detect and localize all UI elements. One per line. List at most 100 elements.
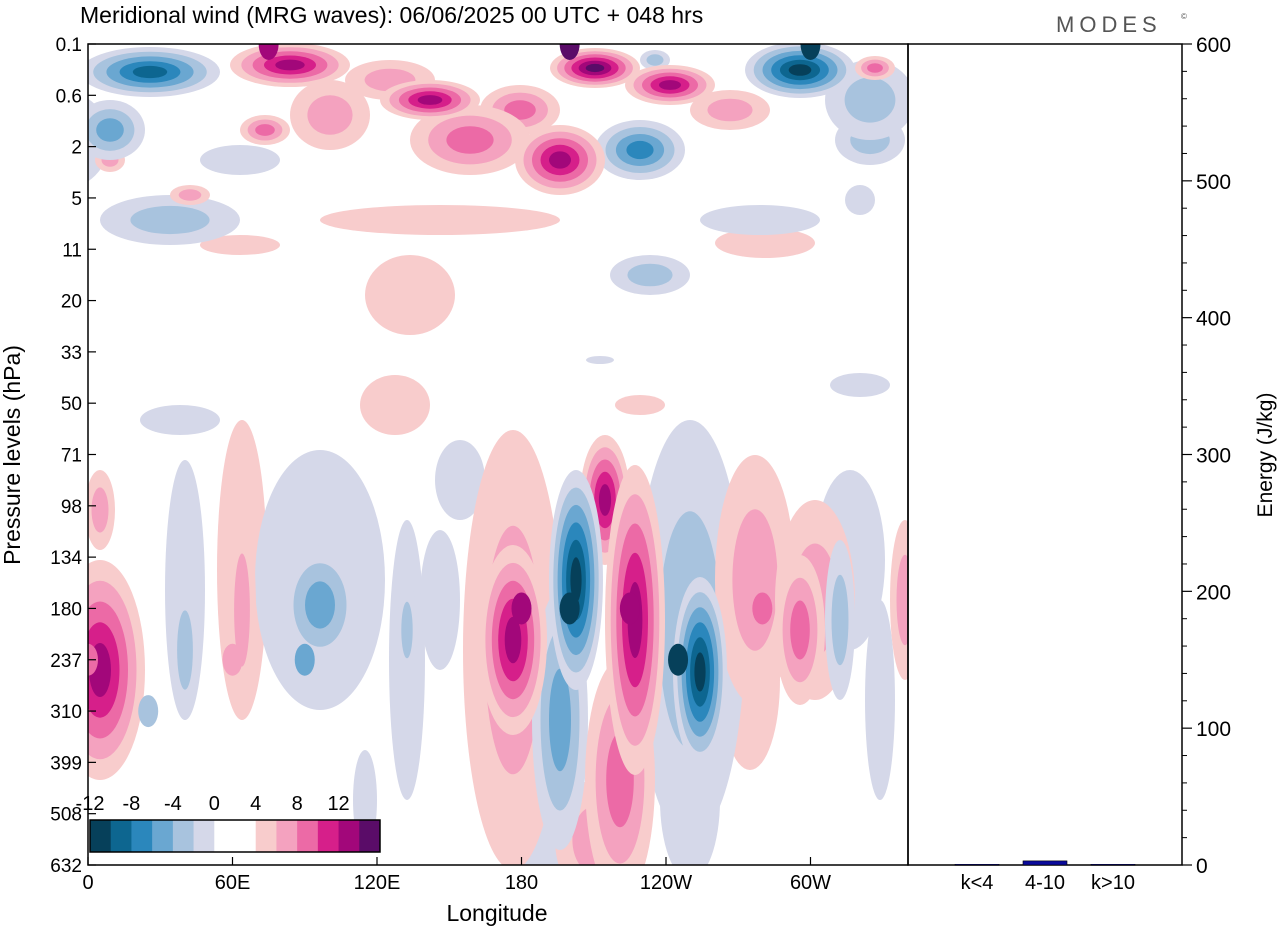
contour-blob-40-1 xyxy=(646,54,664,66)
wavenumber-axis: k<4 4-10 k>10 xyxy=(961,872,1135,894)
contour-blob-69-5 xyxy=(694,652,706,692)
energy-tick-label-0: 0 xyxy=(1196,855,1208,878)
contour-blob-62-4 xyxy=(275,59,305,71)
y-tick-label-0: 0.1 xyxy=(56,35,82,56)
y-tick-label-11: 180 xyxy=(50,599,82,620)
x-tick-label-2: 120E xyxy=(354,872,401,894)
feature-core-2 xyxy=(222,643,243,676)
colorbar-segment-5 xyxy=(193,820,215,852)
energy-tick-label-2: 200 xyxy=(1196,581,1231,604)
colorbar-segment-10 xyxy=(297,820,319,852)
energy-axis-label: Energy (J/kg) xyxy=(1254,393,1277,518)
feature-core-8 xyxy=(752,592,773,625)
colorbar-segment-13 xyxy=(359,820,381,852)
feature-core-3 xyxy=(294,643,315,676)
colorbar-label-5: 8 xyxy=(292,793,303,815)
y-tick-label-6: 33 xyxy=(61,343,82,364)
contour-blob-41-1 xyxy=(844,77,896,123)
contour-blob-50-2 xyxy=(549,668,571,772)
contour-blob-42-1 xyxy=(177,610,193,690)
contour-blob-1-0 xyxy=(320,205,560,235)
colorbar-segment-4 xyxy=(172,820,195,852)
contour-blob-49-2 xyxy=(305,581,335,629)
energy-tick-label-5: 500 xyxy=(1196,171,1231,194)
y-tick-label-5: 20 xyxy=(61,292,82,313)
contour-blob-53-2 xyxy=(446,126,494,154)
y-tick-label-7: 50 xyxy=(61,394,82,415)
colorbar-segment-2 xyxy=(131,820,153,852)
feature-core-9 xyxy=(258,44,279,60)
y-tick-label-3: 5 xyxy=(71,189,82,210)
colorbar-segment-3 xyxy=(152,820,174,852)
contour-blob-65-4 xyxy=(504,616,522,664)
contour-blob-63-4 xyxy=(417,95,443,105)
y-tick-label-12: 237 xyxy=(50,651,82,672)
contour-blob-29-1 xyxy=(707,98,753,122)
feature-core-4 xyxy=(511,592,532,625)
contour-blob-59-4 xyxy=(598,484,612,516)
colorbar-segment-11 xyxy=(317,820,340,852)
energy-category-0: k<4 xyxy=(961,872,994,894)
contour-blob-8-0 xyxy=(700,205,820,235)
x-tick-label-1: 60E xyxy=(215,872,251,894)
colorbar-segment-6 xyxy=(214,820,236,852)
chart-title: Meridional wind (MRG waves): 06/06/2025 … xyxy=(80,2,703,28)
x-tick-label-3: 180 xyxy=(505,872,538,894)
colorbar-segment-7 xyxy=(235,820,257,852)
contour-blob-46-1 xyxy=(896,554,908,646)
contour-blob-54-2 xyxy=(867,63,883,73)
contour-blob-0-0 xyxy=(200,145,280,175)
feature-core-6 xyxy=(619,592,640,625)
colorbar-segment-9 xyxy=(276,820,298,852)
contour-blob-57-4 xyxy=(132,65,168,79)
y-tick-label-9: 98 xyxy=(61,497,82,518)
colorbar-label-2: -4 xyxy=(164,793,182,815)
feature-core-1 xyxy=(138,695,159,728)
contour-blob-26-1 xyxy=(130,205,210,235)
contour-blob-11-0 xyxy=(845,185,875,215)
contour-blob-31-1 xyxy=(627,263,673,287)
energy-bars xyxy=(954,860,1136,866)
contour-blob-37-1 xyxy=(732,509,778,651)
colorbar-label-0: -12 xyxy=(76,793,105,815)
contour-blob-55-2 xyxy=(790,600,810,660)
contour-blob-2-0 xyxy=(365,255,455,335)
feature-core-7 xyxy=(668,643,689,676)
contour-blob-16-0 xyxy=(420,530,460,670)
energy-tick-label-3: 300 xyxy=(1196,445,1231,468)
contour-blob-64-4 xyxy=(659,80,681,90)
contour-blob-68-5 xyxy=(570,557,582,603)
y-tick-label-1: 0.6 xyxy=(56,86,82,107)
contour-blob-7-0 xyxy=(140,405,220,435)
energy-category-2: k>10 xyxy=(1091,872,1135,894)
contour-blob-34-1 xyxy=(234,553,250,667)
heatmap-contours xyxy=(88,44,908,865)
colorbar-frame xyxy=(89,819,381,853)
energy-tick-label-1: 100 xyxy=(1196,718,1231,741)
colorbar-label-3: 0 xyxy=(209,793,220,815)
energy-tick-label-6: 600 xyxy=(1196,34,1231,57)
y-axis-label: Pressure levels (hPa) xyxy=(0,345,25,565)
contour-blob-67-5 xyxy=(788,64,812,76)
energy-bar-1 xyxy=(1022,860,1068,866)
energy-bar-0 xyxy=(954,864,1000,866)
y-tick-label-10: 134 xyxy=(50,548,82,569)
x-tick-label-5: 60W xyxy=(790,872,831,894)
contour-blob-56-3 xyxy=(626,140,654,160)
x-tick-label-4: 120W xyxy=(640,872,692,894)
colorbar-segment-12 xyxy=(338,820,360,852)
brand-mark: © xyxy=(1181,12,1187,21)
energy-bar-2 xyxy=(1090,864,1136,866)
energy-category-1: 4-10 xyxy=(1025,872,1065,894)
contour-blob-45-1 xyxy=(831,574,849,666)
energy-frame xyxy=(907,43,1183,866)
contour-blob-66-5 xyxy=(585,63,605,73)
contour-blob-4-0 xyxy=(715,228,815,258)
contour-blob-10-0 xyxy=(615,395,665,415)
y-tick-label-14: 399 xyxy=(50,753,82,774)
brand-logo: MODES xyxy=(1056,12,1162,37)
x-tick-label-0: 0 xyxy=(82,872,93,894)
colorbar-label-6: 12 xyxy=(327,793,349,815)
